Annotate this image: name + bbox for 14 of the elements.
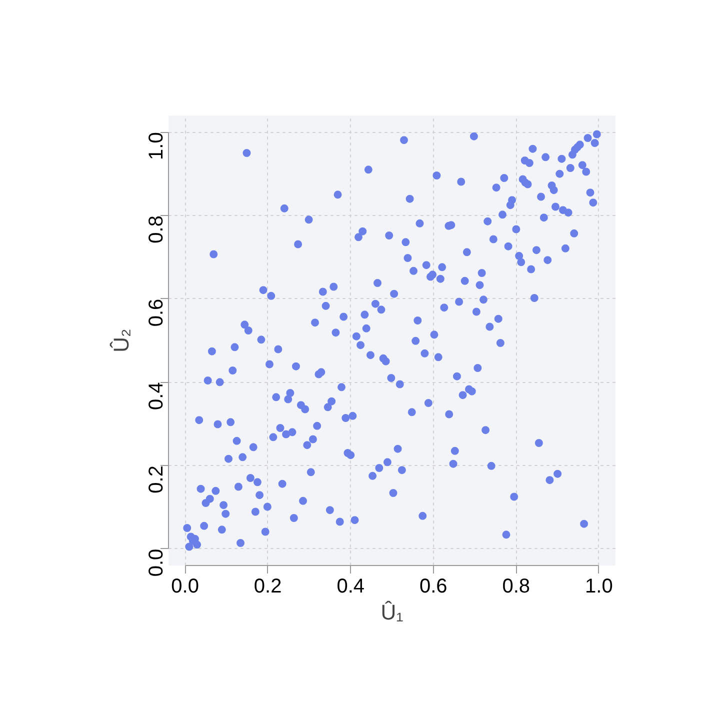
y-tick-label: 1.0 <box>146 132 168 160</box>
y-axis-title: Û₂ <box>110 328 134 352</box>
y-tick-label: 0.2 <box>146 465 168 494</box>
y-tick-label: 0.6 <box>146 298 168 327</box>
y-tick-label: 0.4 <box>146 382 168 410</box>
x-tick-label: 0.6 <box>419 576 448 598</box>
x-tick-label: 1.0 <box>585 576 613 598</box>
x-tick-label: 0.8 <box>502 576 530 598</box>
y-tick-label: 0.0 <box>146 548 168 577</box>
x-tick-label: 0.2 <box>254 576 282 598</box>
x-tick-label: 0.0 <box>171 576 199 598</box>
x-axis-title: Û₁ <box>380 600 404 624</box>
y-tick-label: 0.8 <box>146 215 168 244</box>
x-tick-label: 0.4 <box>336 576 365 598</box>
